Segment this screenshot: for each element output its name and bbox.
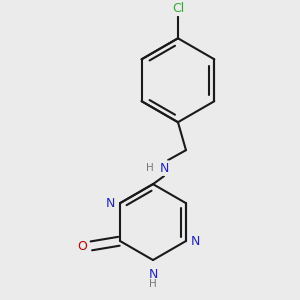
Text: N: N (148, 268, 158, 281)
Text: H: H (149, 279, 157, 289)
Text: N: N (159, 162, 169, 175)
Text: O: O (77, 240, 87, 253)
Text: N: N (105, 196, 115, 210)
Text: Cl: Cl (172, 2, 184, 15)
Text: N: N (191, 235, 200, 248)
Text: H: H (146, 163, 154, 173)
